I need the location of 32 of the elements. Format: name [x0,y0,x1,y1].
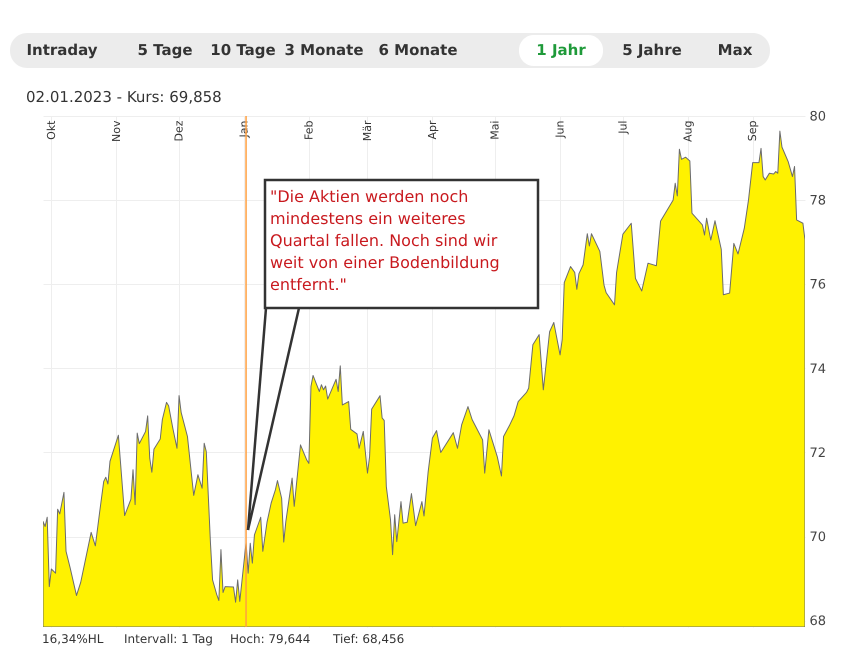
y-tick-label: 78 [810,194,826,209]
y-tick-label: 70 [810,530,826,546]
x-tick-label: Nov [110,120,123,142]
x-tick-label: Feb [302,120,316,140]
text: Max [718,41,753,59]
text: 3 Monate [284,41,364,59]
x-tick-label: Dez [172,120,186,142]
annotation: "Die Aktien werden noch mindestens ein weiteres Quartal fallen. Noch sind wir weit von einer Bodenbildung entfernt." [270,187,500,294]
chart-subtitle: 02.01.2023 - Kurs: 69,858 [26,88,222,106]
text: 16,34%HL [42,632,104,646]
x-tick-label: Jun [554,120,567,139]
y-tick-label: 76 [810,278,826,293]
x-tick-label: Jul [616,120,630,135]
text: 10 Tage [210,41,276,59]
text: Hoch: 79,644 [230,632,310,646]
x-tick-label: Aug [681,120,694,142]
x-tick-label: Sep [746,120,760,142]
text: 5 Tage [138,41,192,59]
text: 5 Jahre [622,41,682,59]
text: 1 Jahr [536,41,586,59]
text: Intraday [26,41,98,59]
y-tick-label: 74 [810,362,826,377]
text: Intervall: 1 Tag [124,632,213,646]
x-tick-label: Mär [360,120,374,142]
x-tick-label: Apr [426,120,439,140]
x-tick-label: Mai [488,120,502,140]
y-tick-label: 72 [810,446,826,461]
text: 6 Monate [378,41,458,59]
text: Tief: 68,456 [332,632,404,646]
y-tick-label: 68 [810,614,826,630]
x-tick-label: Okt [44,120,58,140]
y-tick-label: 80 [810,110,826,124]
